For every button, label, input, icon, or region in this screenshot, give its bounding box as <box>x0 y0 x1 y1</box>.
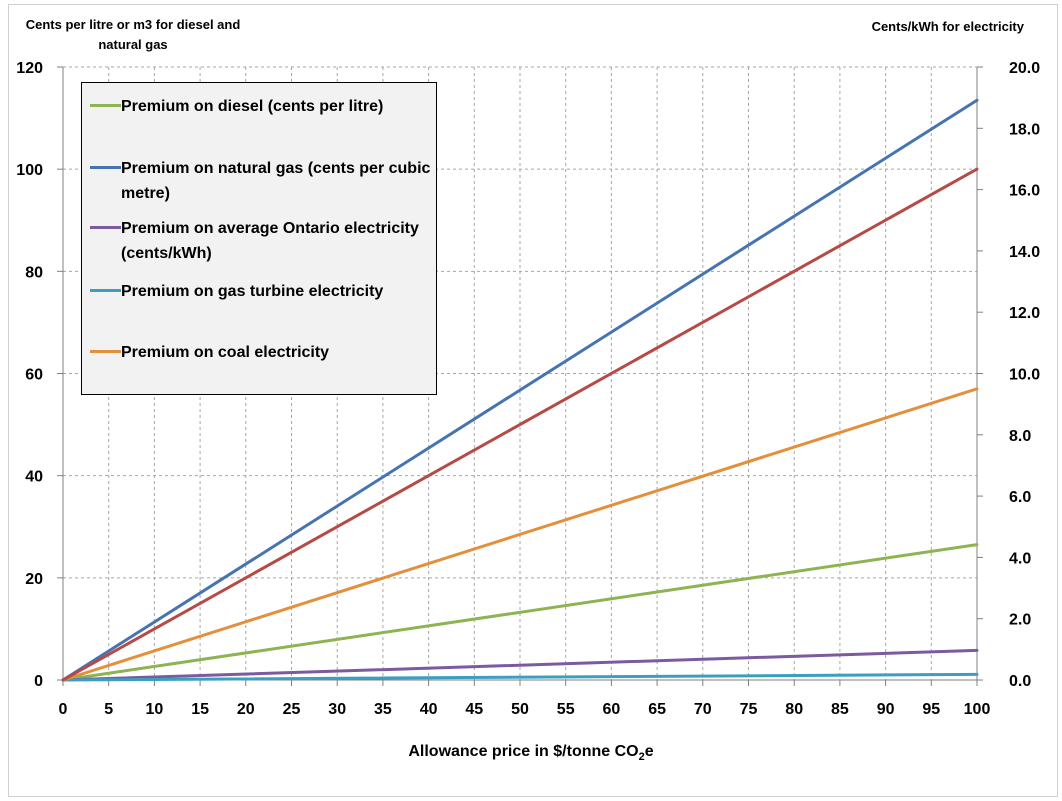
x-tick-label: 80 <box>785 701 803 718</box>
legend-label-coal: Premium on coal electricity <box>121 344 330 361</box>
legend-item-diesel: Premium on diesel (cents per litre) <box>90 94 435 119</box>
right-axis-title: Cents/kWh for electricity <box>871 19 1024 34</box>
series-line-4 <box>61 387 979 682</box>
right-tick-label: 2.0 <box>1009 612 1031 629</box>
x-tick-label: 55 <box>557 701 575 718</box>
legend-item-coal: Premium on coal electricity <box>90 340 435 365</box>
right-tick-label: 18.0 <box>1009 121 1040 138</box>
x-tick-label: 60 <box>603 701 621 718</box>
x-tick-label: 35 <box>374 701 392 718</box>
x-tick-label: 100 <box>964 701 991 718</box>
right-tick-label: 12.0 <box>1009 305 1040 322</box>
right-tick-label: 4.0 <box>1009 550 1031 567</box>
x-tick-label: 65 <box>648 701 666 718</box>
series-line-2 <box>61 648 979 682</box>
x-axis-title: Allowance price in $/tonne CO2e <box>0 743 1062 763</box>
legend-swatch-ontario-electricity <box>90 226 121 229</box>
x-axis-title-tail: e <box>644 743 654 760</box>
x-tick-label: 90 <box>877 701 895 718</box>
x-tick-label: 15 <box>191 701 209 718</box>
right-tick-label: 14.0 <box>1009 244 1040 261</box>
left-axis-title: Cents per litre or m3 for diesel and nat… <box>25 17 241 52</box>
left-tick-label: 100 <box>16 162 43 179</box>
left-tick-label: 20 <box>25 571 43 588</box>
x-tick-label: 85 <box>831 701 849 718</box>
legend-swatch-diesel <box>90 104 121 107</box>
x-tick-label: 40 <box>420 701 438 718</box>
x-tick-label: 70 <box>694 701 712 718</box>
left-tick-label: 60 <box>25 367 43 384</box>
x-tick-label: 20 <box>237 701 255 718</box>
legend-item-natural-gas: Premium on natural gas (cents per cubic … <box>90 156 435 206</box>
x-tick-label: 30 <box>328 701 346 718</box>
tick-labels: 0204060801001200.02.04.06.08.010.012.014… <box>16 60 1040 718</box>
right-tick-label: 8.0 <box>1009 428 1031 445</box>
x-tick-label: 0 <box>59 701 68 718</box>
right-tick-label: 6.0 <box>1009 489 1031 506</box>
series-lines <box>61 98 979 682</box>
x-tick-label: 95 <box>922 701 940 718</box>
legend-label-diesel: Premium on diesel (cents per litre) <box>121 98 384 115</box>
series-line-0 <box>61 543 979 682</box>
x-tick-label: 45 <box>465 701 483 718</box>
right-tick-label: 10.0 <box>1009 367 1040 384</box>
legend-item-gas-turbine: Premium on gas turbine electricity <box>90 279 435 304</box>
x-tick-label: 50 <box>511 701 529 718</box>
legend-label-natural-gas: Premium on natural gas (cents per cubic … <box>121 160 431 202</box>
series-line-1 <box>61 98 979 682</box>
legend: Premium on diesel (cents per litre) Prem… <box>81 82 437 395</box>
x-tick-label: 75 <box>740 701 758 718</box>
x-axis-title-subscript: 2 <box>638 751 645 764</box>
legend-swatch-coal <box>90 350 121 353</box>
left-tick-label: 0 <box>34 673 43 690</box>
right-tick-label: 20.0 <box>1009 60 1040 77</box>
legend-item-ontario-electricity: Premium on average Ontario electricity (… <box>90 216 435 266</box>
x-tick-label: 5 <box>104 701 113 718</box>
series-line-5 <box>61 167 979 682</box>
legend-label-gas-turbine: Premium on gas turbine electricity <box>121 283 384 300</box>
legend-swatch-natural-gas <box>90 166 121 169</box>
legend-swatch-gas-turbine <box>90 289 121 292</box>
left-tick-label: 40 <box>25 469 43 486</box>
right-tick-label: 16.0 <box>1009 183 1040 200</box>
x-tick-label: 25 <box>283 701 301 718</box>
x-tick-label: 10 <box>146 701 164 718</box>
right-tick-label: 0.0 <box>1009 673 1031 690</box>
left-tick-label: 120 <box>16 60 43 77</box>
x-axis-title-main: Allowance price in $/tonne CO <box>408 743 639 760</box>
legend-label-ontario-electricity: Premium on average Ontario electricity (… <box>121 220 419 262</box>
series-line-3 <box>61 672 979 682</box>
left-tick-label: 80 <box>25 264 43 281</box>
